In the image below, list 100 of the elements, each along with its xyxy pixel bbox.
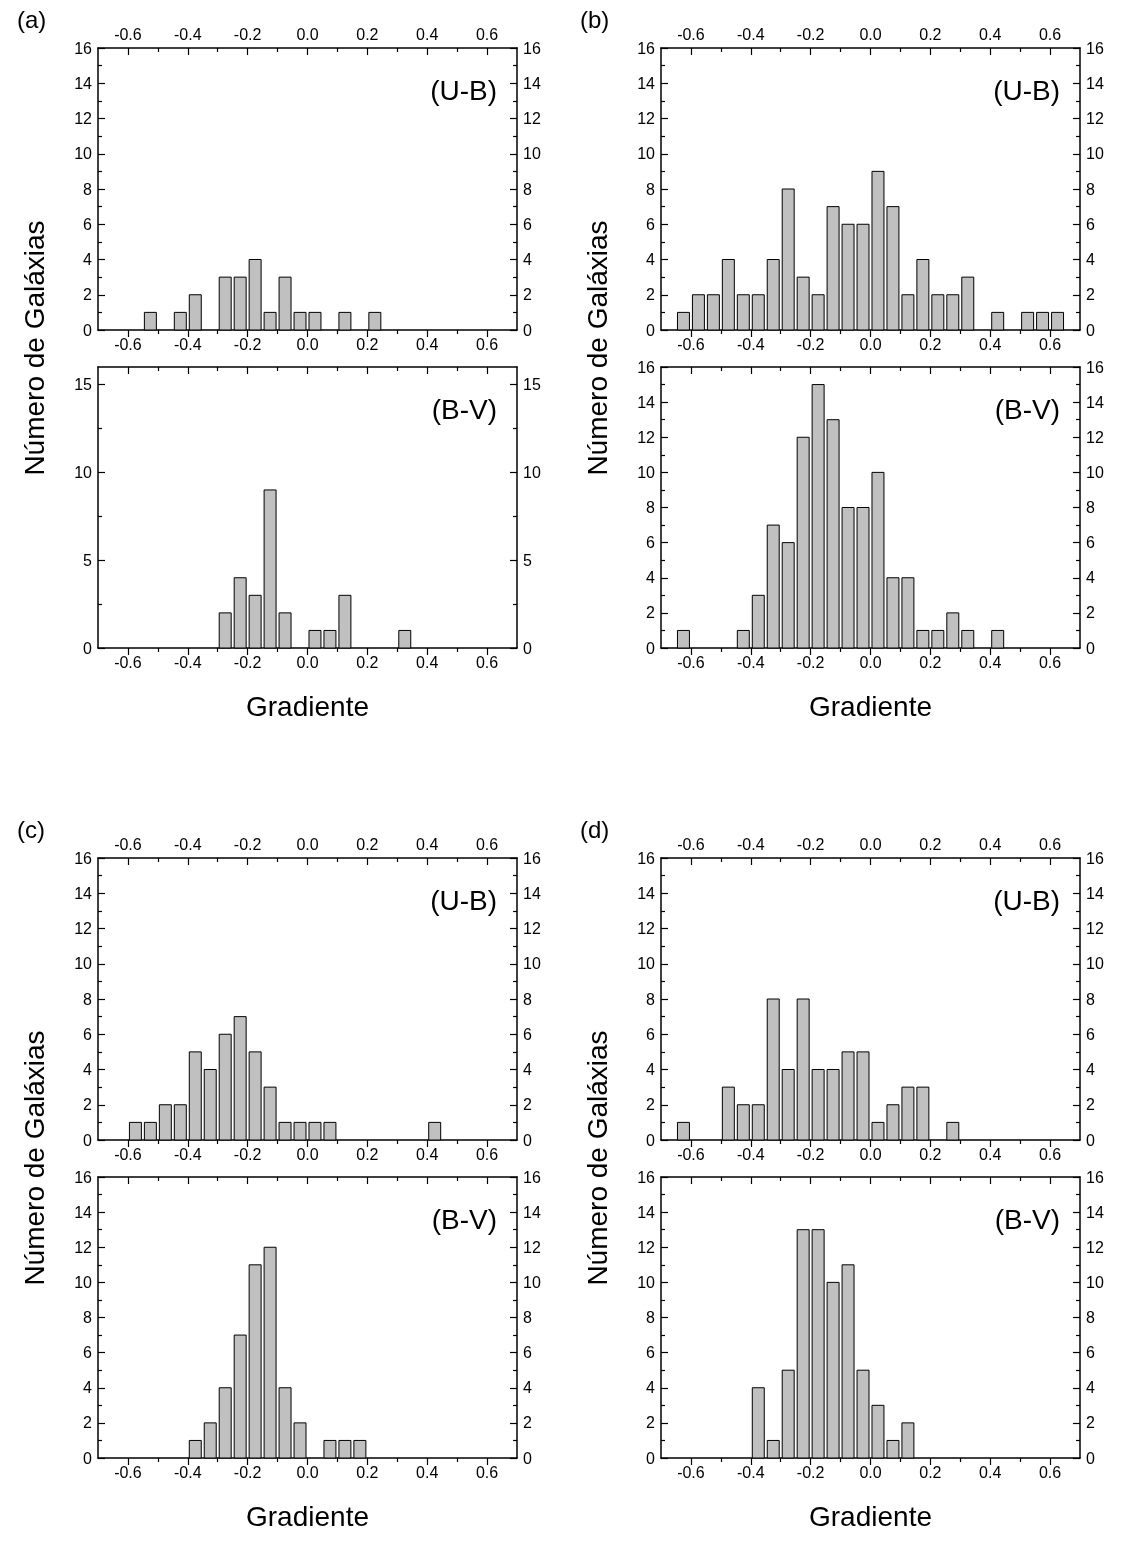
y2-tick-label: 12 xyxy=(1086,428,1104,446)
y-tick-label: 16 xyxy=(637,849,656,867)
x-tick-label: 0.6 xyxy=(1038,653,1062,671)
y-tick-label: 6 xyxy=(83,1025,93,1043)
y-tick-label: 4 xyxy=(646,1379,656,1397)
y-tick-label: 10 xyxy=(637,1273,656,1291)
y-tick-label: 10 xyxy=(637,463,656,481)
y-tick-label: 14 xyxy=(637,393,656,411)
y2-tick-label: 4 xyxy=(523,1061,532,1078)
y2-tick-label: 0 xyxy=(1086,1131,1095,1149)
x2-tick-label: 0.4 xyxy=(979,835,1002,853)
y-tick-label: 8 xyxy=(646,1309,656,1326)
y2-tick-label: 6 xyxy=(523,215,532,233)
y2-tick-label: 8 xyxy=(1086,499,1095,516)
x-tick-label: 0.6 xyxy=(1038,1145,1062,1163)
y-axis-title: Número de Galáxias xyxy=(581,1030,613,1286)
x2-tick-label: -0.4 xyxy=(737,25,765,43)
x-tick-label: 0.6 xyxy=(475,1145,499,1163)
x2-tick-label: 0.6 xyxy=(475,25,499,43)
x2-tick-label: 0.0 xyxy=(296,835,319,853)
y2-tick-label: 4 xyxy=(1086,1061,1095,1078)
y2-tick-label: 16 xyxy=(1086,39,1104,57)
y-tick-label: 14 xyxy=(74,884,93,902)
annotation: (U-B) xyxy=(993,74,1061,106)
y-tick-label: 0 xyxy=(83,321,93,339)
y2-tick-label: 10 xyxy=(1086,145,1104,163)
y2-tick-label: 10 xyxy=(1086,463,1104,481)
x-tick-label: -0.6 xyxy=(677,335,705,353)
x-tick-label: 0.0 xyxy=(296,335,319,353)
x2-tick-label: 0.2 xyxy=(919,25,942,43)
y-tick-label: 4 xyxy=(83,251,93,268)
y2-tick-label: 14 xyxy=(1086,884,1104,902)
y2-tick-label: 0 xyxy=(1086,321,1095,339)
x-tick-label: 0.2 xyxy=(919,1145,942,1163)
annotation: (U-B) xyxy=(993,884,1061,916)
y2-tick-label: 14 xyxy=(523,74,541,92)
x2-tick-label: 0.0 xyxy=(859,835,882,853)
y-tick-label: 0 xyxy=(646,321,656,339)
y-tick-label: 8 xyxy=(83,1309,93,1326)
y2-tick-label: 15 xyxy=(523,376,541,394)
y-tick-label: 2 xyxy=(646,1096,656,1114)
x-tick-label: -0.4 xyxy=(737,1463,765,1481)
x-tick-label: 0.4 xyxy=(979,1145,1002,1163)
y2-tick-label: 6 xyxy=(523,1344,532,1362)
y-tick-label: 16 xyxy=(637,358,656,376)
x-tick-label: -0.6 xyxy=(114,1463,142,1481)
y2-tick-label: 2 xyxy=(1086,604,1095,622)
y-tick-label: 4 xyxy=(83,1061,93,1078)
x-tick-label: -0.2 xyxy=(796,1463,825,1481)
x2-tick-label: 0.6 xyxy=(1038,835,1062,853)
y-tick-label: 14 xyxy=(74,1203,93,1221)
y2-tick-label: 4 xyxy=(1086,569,1095,587)
y-tick-label: 8 xyxy=(646,990,656,1008)
y2-tick-label: 14 xyxy=(1086,74,1104,92)
x-tick-label: 0.4 xyxy=(979,335,1002,353)
y-tick-label: 2 xyxy=(646,604,656,622)
y2-tick-label: 0 xyxy=(523,639,532,657)
chart-title: (c) xyxy=(17,815,45,843)
y2-tick-label: 14 xyxy=(1086,1203,1104,1221)
y-tick-label: 2 xyxy=(646,1414,656,1432)
x-tick-label: -0.6 xyxy=(677,653,705,671)
x2-tick-label: -0.2 xyxy=(796,835,825,853)
y-tick-label: 12 xyxy=(637,110,656,127)
y2-tick-label: 2 xyxy=(523,1096,532,1114)
x2-tick-label: 0.6 xyxy=(475,835,499,853)
y-tick-label: 2 xyxy=(646,286,656,304)
y-tick-label: 4 xyxy=(646,1061,656,1078)
y-tick-label: 15 xyxy=(74,376,93,394)
x-tick-label: 0.2 xyxy=(356,1145,379,1163)
y2-tick-label: 2 xyxy=(1086,1414,1095,1432)
x-tick-label: -0.6 xyxy=(114,653,142,671)
y2-tick-label: 0 xyxy=(523,1131,532,1149)
x-tick-label: -0.4 xyxy=(174,1145,202,1163)
y-tick-label: 8 xyxy=(646,499,656,516)
y-tick-label: 2 xyxy=(83,1414,93,1432)
y-tick-label: 6 xyxy=(83,1344,93,1362)
annotation: (U-B) xyxy=(430,884,498,916)
y2-tick-label: 4 xyxy=(523,1379,532,1397)
y2-tick-label: 6 xyxy=(1086,1025,1095,1043)
x-tick-label: -0.2 xyxy=(233,335,262,353)
y2-tick-label: 12 xyxy=(1086,110,1104,127)
y2-tick-label: 16 xyxy=(1086,849,1104,867)
y-axis-title: Número de Galáxias xyxy=(581,220,613,476)
y2-tick-label: 5 xyxy=(523,551,532,569)
y-tick-label: 8 xyxy=(646,180,656,198)
y2-tick-label: 12 xyxy=(1086,920,1104,937)
y2-tick-label: 16 xyxy=(1086,1168,1104,1186)
y2-tick-label: 2 xyxy=(1086,286,1095,304)
x2-tick-label: 0.2 xyxy=(919,835,942,853)
y-tick-label: 2 xyxy=(83,1096,93,1114)
x-tick-label: 0.4 xyxy=(416,1145,439,1163)
x-tick-label: -0.2 xyxy=(233,1463,262,1481)
y-axis-title: Número de Galáxias xyxy=(18,1030,50,1286)
y2-tick-label: 2 xyxy=(523,286,532,304)
y-tick-label: 6 xyxy=(646,215,656,233)
y-tick-label: 14 xyxy=(637,74,656,92)
x-tick-label: -0.2 xyxy=(796,335,825,353)
x-tick-label: -0.6 xyxy=(677,1463,705,1481)
y2-tick-label: 12 xyxy=(523,920,541,937)
y2-tick-label: 6 xyxy=(1086,215,1095,233)
